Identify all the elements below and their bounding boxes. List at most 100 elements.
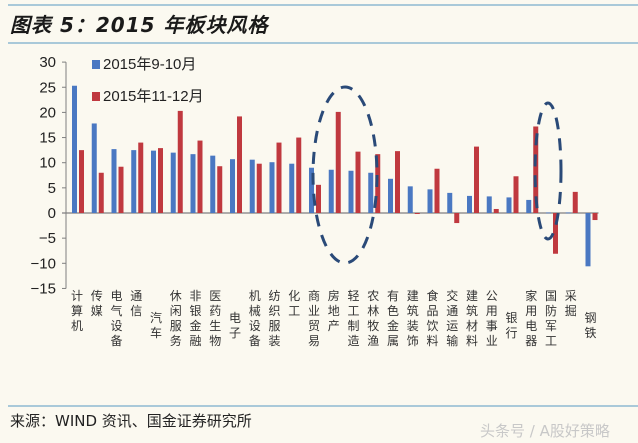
y-tick-label: 10 bbox=[39, 155, 56, 172]
category-label-char: 工 bbox=[347, 304, 359, 318]
category-label-char: 汽 bbox=[150, 310, 162, 325]
category-label-char: 机 bbox=[71, 319, 83, 333]
y-tick-label: 20 bbox=[39, 104, 56, 121]
category-label-char: 饮 bbox=[426, 319, 438, 333]
category-label-char: 产 bbox=[328, 319, 340, 333]
category-label-char: 医 bbox=[209, 289, 221, 303]
bar-nov-dec bbox=[533, 126, 539, 213]
bar-nov-dec bbox=[493, 208, 499, 213]
category-label-char: 器 bbox=[525, 334, 537, 348]
bar-sep-oct bbox=[368, 172, 374, 213]
title-rule bbox=[8, 42, 638, 44]
bar-nov-dec bbox=[118, 166, 124, 213]
bar-nov-dec bbox=[217, 166, 223, 213]
bar-nov-dec bbox=[237, 116, 242, 213]
category-label-char: 电 bbox=[229, 311, 241, 325]
bar-nov-dec bbox=[177, 110, 183, 213]
annotation-ellipse-home-appliances bbox=[533, 101, 563, 241]
y-tick-label: 5 bbox=[48, 180, 56, 197]
bar-sep-oct bbox=[427, 189, 433, 213]
source-rule bbox=[8, 405, 638, 407]
bar-nov-dec bbox=[138, 142, 144, 213]
category-label-char: 生 bbox=[209, 319, 221, 333]
category-label-char: 备 bbox=[249, 334, 261, 348]
category-label-char: 输 bbox=[446, 333, 458, 348]
category-label-char: 事 bbox=[486, 319, 498, 333]
bar-nov-dec bbox=[592, 213, 598, 221]
legend-swatch-nov-dec bbox=[92, 92, 100, 101]
category-label-char: 牧 bbox=[367, 319, 379, 333]
category-label-char: 纺 bbox=[268, 289, 280, 303]
category-label-char: 采 bbox=[565, 289, 577, 303]
category-label-char: 银 bbox=[189, 304, 201, 318]
y-tick-label: −10 bbox=[31, 255, 56, 272]
category-label-char: 子 bbox=[229, 326, 241, 340]
bar-nov-dec bbox=[395, 151, 400, 213]
category-label-char: 车 bbox=[150, 325, 162, 340]
category-label-char: 银 bbox=[505, 311, 517, 325]
figure-title: 图表 5：2015 年板块风格 bbox=[10, 13, 269, 37]
bar-sep-oct bbox=[131, 150, 137, 213]
bar-nov-dec bbox=[335, 111, 341, 213]
category-label-char: 交 bbox=[446, 288, 458, 303]
bar-sep-oct bbox=[91, 123, 97, 213]
category-label-char: 通 bbox=[446, 304, 458, 318]
bar-sep-oct bbox=[565, 212, 571, 214]
category-label-char: 物 bbox=[209, 334, 221, 348]
bar-sep-oct bbox=[111, 149, 117, 213]
category-label-char: 装 bbox=[268, 334, 280, 348]
bar-sep-oct bbox=[170, 152, 176, 213]
category-label-char: 建 bbox=[466, 289, 478, 303]
watermark: 头条号 / A股好策略 bbox=[480, 422, 610, 440]
category-label-char: 材 bbox=[466, 319, 478, 333]
category-label-char: 属 bbox=[387, 334, 399, 348]
bar-nov-dec bbox=[276, 142, 282, 213]
category-label-char: 设 bbox=[249, 319, 261, 333]
category-label-char: 饰 bbox=[407, 334, 419, 348]
legend-swatch-sep-oct bbox=[92, 60, 100, 69]
category-label-char: 化 bbox=[288, 289, 300, 303]
bar-sep-oct bbox=[72, 85, 77, 213]
category-label-char: 掘 bbox=[565, 303, 577, 318]
bar-nov-dec bbox=[572, 191, 578, 213]
category-label-char: 轻 bbox=[347, 289, 359, 303]
bar-nov-dec bbox=[256, 163, 262, 213]
category-label-char: 钢 bbox=[584, 311, 596, 325]
category-label-char: 服 bbox=[170, 319, 182, 333]
category-label-char: 传 bbox=[91, 288, 103, 303]
category-label-char: 金 bbox=[189, 318, 201, 333]
category-label-char: 造 bbox=[347, 334, 359, 348]
category-label-char: 械 bbox=[249, 303, 261, 318]
bar-nov-dec bbox=[98, 172, 104, 213]
bar-nov-dec bbox=[158, 148, 163, 213]
category-label-char: 食 bbox=[426, 288, 438, 303]
top-rule bbox=[8, 4, 638, 6]
category-label-char: 通 bbox=[130, 289, 142, 303]
category-label-char: 铁 bbox=[584, 326, 596, 340]
bar-sep-oct bbox=[230, 159, 235, 213]
category-label-char: 闲 bbox=[170, 304, 182, 318]
category-label-char: 运 bbox=[446, 319, 458, 333]
y-tick-label: 25 bbox=[39, 79, 56, 96]
bar-nov-dec bbox=[296, 137, 302, 213]
y-tick-label: 15 bbox=[39, 130, 56, 147]
category-label-char: 服 bbox=[268, 319, 280, 333]
category-label-char: 家 bbox=[525, 288, 537, 303]
category-label-char: 筑 bbox=[466, 303, 478, 318]
bar-sep-oct bbox=[269, 162, 275, 213]
category-label-char: 工 bbox=[545, 334, 557, 348]
category-label-char: 织 bbox=[268, 304, 280, 318]
bar-sep-oct bbox=[407, 186, 413, 213]
bar-sep-oct bbox=[388, 178, 393, 213]
category-label-char: 房 bbox=[328, 288, 340, 303]
bar-sep-oct bbox=[348, 170, 354, 213]
category-label-char: 媒 bbox=[91, 304, 103, 318]
category-label-char: 工 bbox=[288, 304, 300, 318]
bar-sep-oct bbox=[585, 213, 591, 267]
category-label-char: 机 bbox=[249, 289, 261, 303]
bar-nov-dec bbox=[79, 150, 84, 213]
bar-nov-dec bbox=[513, 176, 519, 213]
category-label-char: 药 bbox=[209, 304, 221, 318]
bar-nov-dec bbox=[553, 213, 558, 254]
